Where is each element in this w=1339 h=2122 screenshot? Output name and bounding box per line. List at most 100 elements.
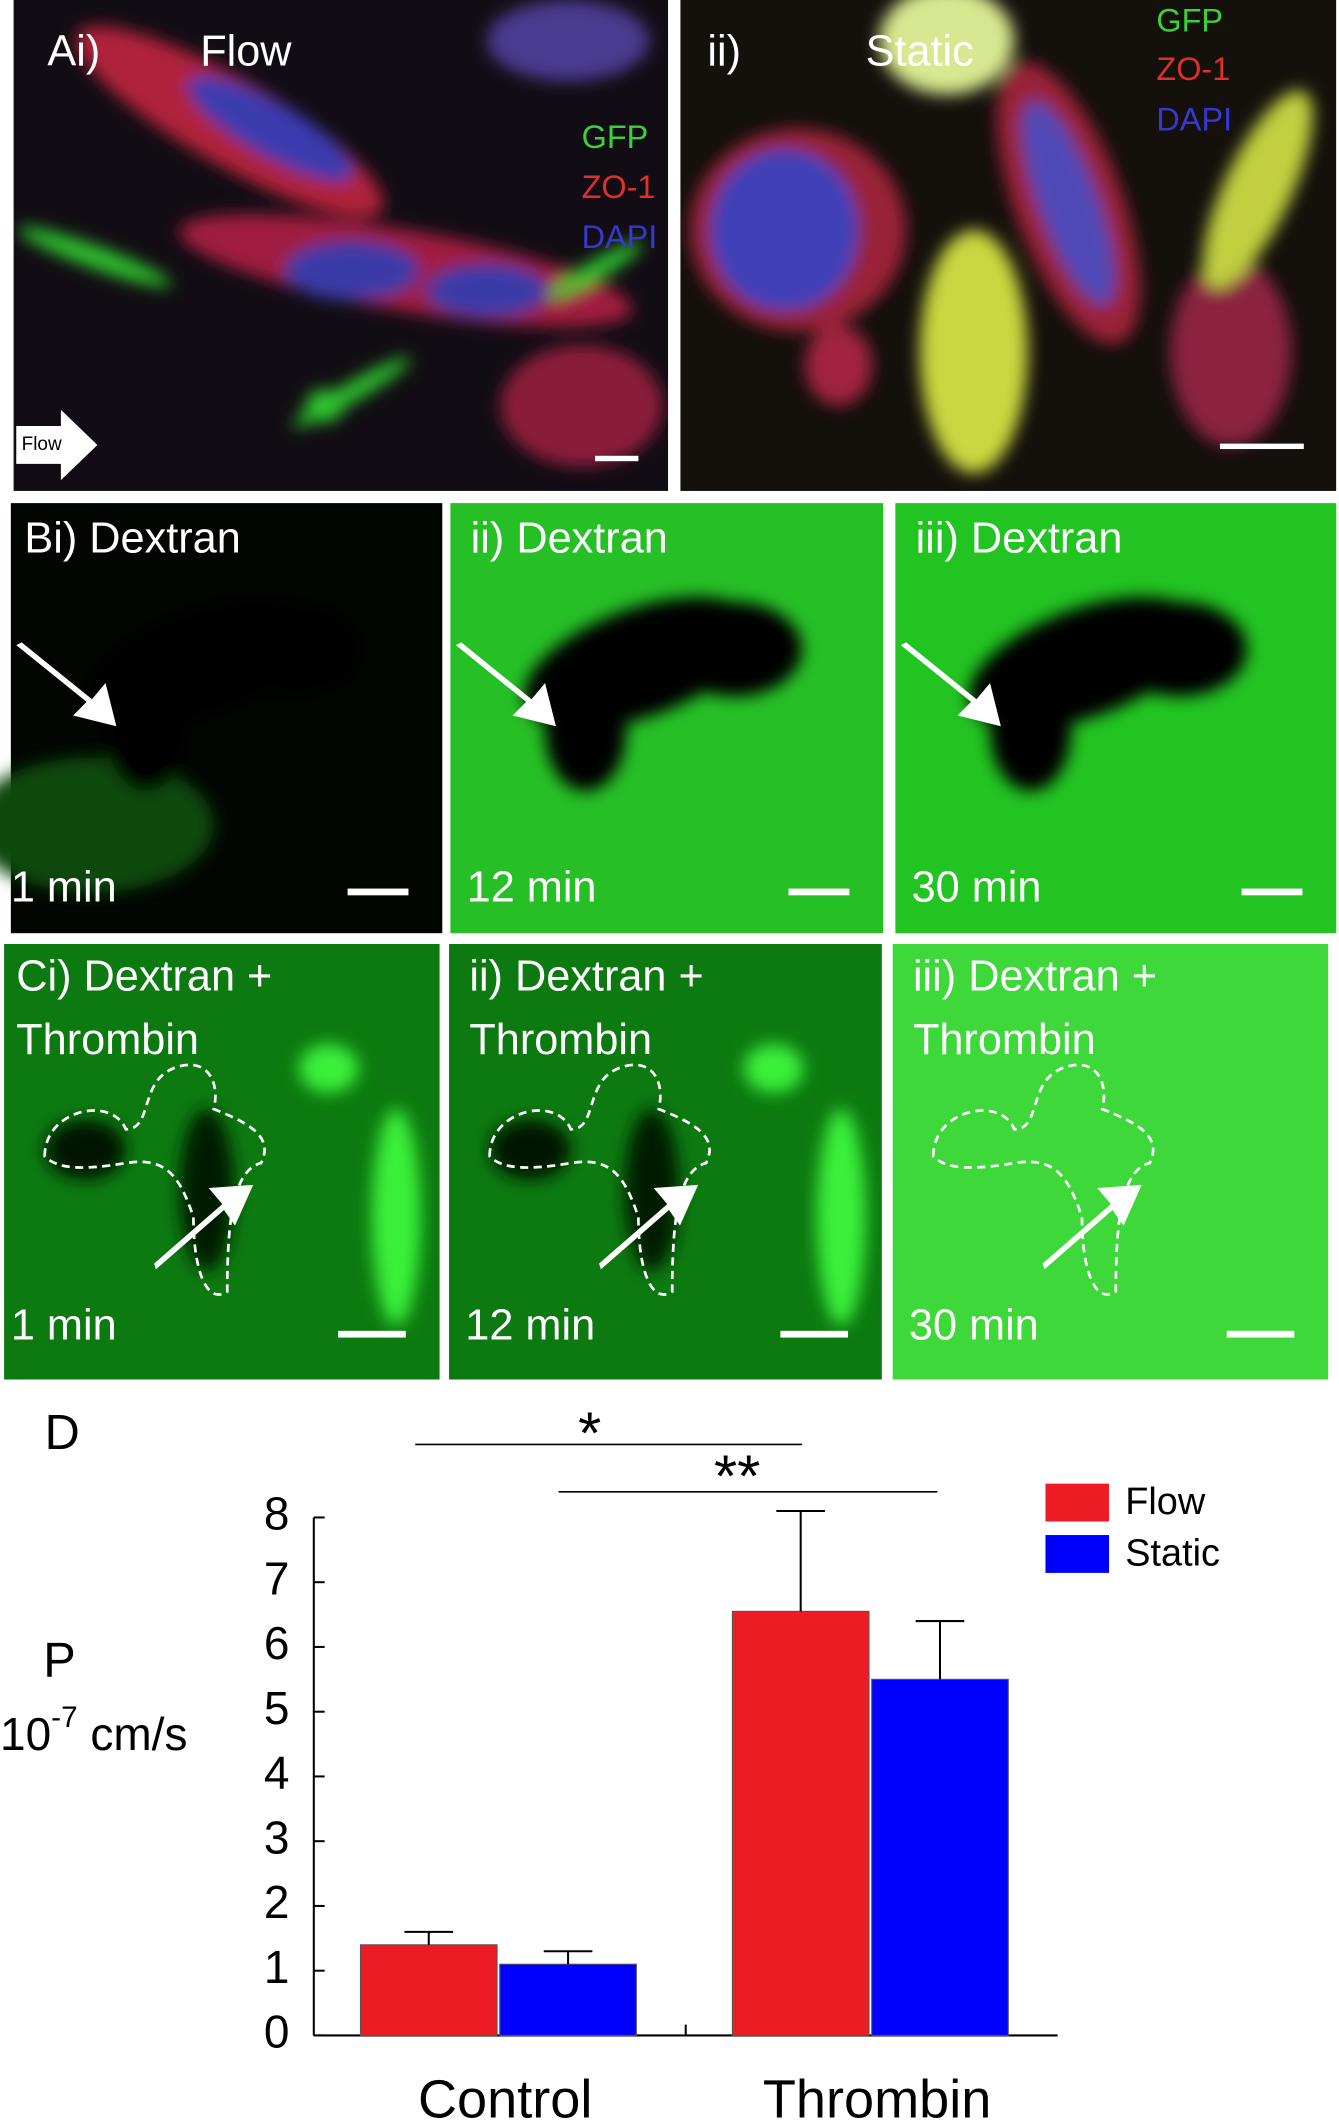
panel-title: ii) Dextran	[471, 514, 668, 562]
scale-bar	[338, 1330, 406, 1338]
panel-title: Flow	[200, 28, 292, 76]
micrograph-dextran: Bi) Dextran 1 min	[0, 503, 443, 934]
vessel	[545, 669, 627, 792]
micrograph-a-flow	[13, 0, 669, 491]
y-tick-label: 0	[264, 2006, 290, 2058]
y-tick-label: 5	[264, 1682, 290, 1734]
time-label: 1 min	[11, 1302, 117, 1350]
time-label: 30 min	[909, 1302, 1039, 1350]
scale-bar	[1226, 1330, 1295, 1338]
dark-region	[968, 596, 1247, 792]
pointer-arrow	[16, 642, 117, 727]
cells	[489, 1044, 866, 1326]
y-tick-label: 3	[264, 1811, 290, 1863]
y-tick-label: 1	[264, 1941, 290, 1993]
stain-label: ZO-1	[1156, 51, 1230, 87]
time-label: 1 min	[11, 863, 117, 911]
y-tick-label: 8	[264, 1488, 290, 1540]
cells	[44, 1044, 421, 1326]
time-label: 12 min	[467, 863, 597, 911]
scale-bar	[1219, 443, 1304, 450]
time-label: 12 min	[465, 1302, 595, 1350]
vessel	[227, 601, 363, 697]
scale-bar	[595, 455, 639, 462]
stain-label: GFP	[582, 119, 649, 155]
panel-label: Ai)	[47, 28, 100, 76]
x-tick-label: Thrombin	[763, 2069, 991, 2122]
bar	[731, 1610, 870, 2036]
vessel	[1111, 601, 1247, 697]
panel-title: Static	[866, 28, 974, 76]
stain-label: GFP	[1156, 3, 1223, 39]
micrograph-bg	[892, 944, 1329, 1380]
micrograph-thrombin: iii) Dextran + Thrombin 30 min	[892, 944, 1329, 1380]
panel-title: iii) Dextran +	[913, 953, 1157, 1001]
micrograph-thrombin: ii) Dextran + Thrombin 12 min	[449, 944, 882, 1380]
arrow-label: Flow	[22, 434, 62, 455]
cell	[743, 1044, 804, 1093]
flow-arrow	[16, 409, 98, 481]
vessel	[990, 669, 1072, 792]
legend-label: Static	[1125, 1532, 1220, 1574]
y-tick-label: 7	[264, 1552, 290, 1604]
scale-bar	[1241, 888, 1303, 896]
outline	[43, 1063, 266, 1296]
micrograph-thrombin: Ci) Dextran + Thrombin 1 min	[4, 944, 440, 1380]
panel-title: Thrombin	[913, 1016, 1096, 1064]
legend-swatch	[1045, 1483, 1110, 1522]
vessel	[666, 601, 803, 697]
panel-title: ii) Dextran +	[469, 953, 703, 1001]
outline	[488, 1063, 711, 1296]
micrograph-a-static	[680, 0, 1337, 491]
significance-label: *	[578, 1399, 601, 1466]
micrograph-bg	[450, 503, 884, 934]
scale-bar	[347, 888, 409, 896]
bar	[499, 1963, 637, 2036]
stain-label: ZO-1	[582, 169, 656, 205]
bar	[359, 1944, 498, 2036]
panel-label: ii)	[707, 28, 741, 76]
scale-bar	[780, 1330, 849, 1338]
cell	[298, 1044, 359, 1093]
panel-title: iii) Dextran	[916, 514, 1123, 562]
bar-chart: D P 10-7 cm/s 0 1 2 3 4 5 6 7 8 Control Thrombin Flow S…	[0, 1399, 1220, 2122]
y-tick-label: 4	[264, 1747, 290, 1799]
micrograph-dextran: iii) Dextran 30 min	[895, 503, 1337, 934]
scale-bar	[788, 888, 850, 896]
bar	[871, 1678, 1009, 2036]
pointer-arrow	[455, 642, 556, 727]
x-tick-label: Control	[418, 2069, 592, 2122]
y-tick-label: 2	[264, 1876, 290, 1928]
outline	[931, 1063, 1155, 1296]
time-label: 30 min	[912, 863, 1042, 911]
dark	[489, 1119, 571, 1180]
legend-swatch	[1045, 1535, 1110, 1573]
dark	[44, 1119, 126, 1180]
y-axis-unit: 10-7 cm/s	[0, 1701, 187, 1760]
pointer-arrow	[154, 1184, 254, 1270]
stain-label: DAPI	[582, 219, 658, 255]
y-tick-label: 6	[264, 1617, 290, 1669]
pointer-arrow	[599, 1184, 699, 1270]
panel-title: Thrombin	[16, 1016, 199, 1064]
unit-text: cm/s	[78, 1708, 188, 1760]
panel-title: Bi) Dextran	[24, 514, 240, 562]
dark-region	[0, 596, 363, 893]
cell	[816, 1109, 866, 1326]
panel-title: Thrombin	[469, 1016, 652, 1064]
legend-label: Flow	[1125, 1481, 1206, 1523]
pointer-arrow	[900, 642, 1001, 727]
cell	[371, 1109, 421, 1326]
micrograph-dextran: ii) Dextran 12 min	[450, 503, 884, 934]
pointer-arrow	[1042, 1184, 1142, 1270]
unit-base: 10	[0, 1708, 51, 1760]
dextran-panels: Bi) Dextran 1 min ii) Dextran 12 min iii) De…	[0, 503, 1337, 1380]
vessel	[105, 669, 187, 792]
y-axis-label: P	[43, 1633, 75, 1687]
panel-title: Ci) Dextran +	[16, 953, 272, 1001]
stain-label: DAPI	[1156, 101, 1232, 137]
panel-label: D	[45, 1406, 80, 1460]
dark-region	[523, 596, 803, 792]
